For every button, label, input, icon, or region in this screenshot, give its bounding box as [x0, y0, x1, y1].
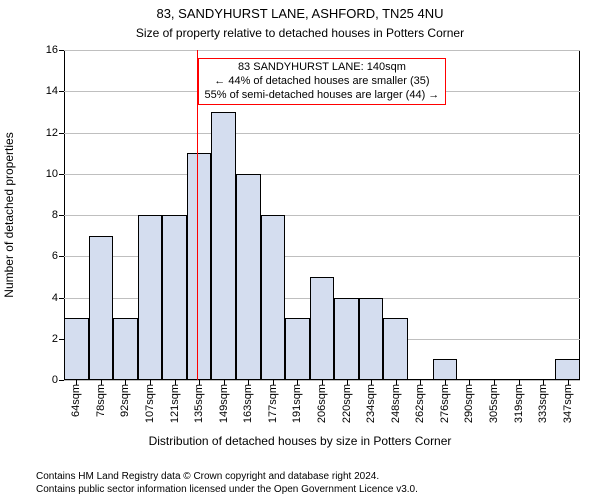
ytick-mark — [59, 91, 64, 92]
footer-attribution: Contains HM Land Registry data © Crown c… — [36, 471, 418, 496]
xtick-label: 78sqm — [95, 384, 107, 417]
ytick-label: 8 — [52, 209, 58, 221]
xtick-label: 92sqm — [119, 384, 131, 417]
bar — [113, 318, 138, 380]
gridline — [64, 174, 580, 175]
ytick-label: 0 — [52, 374, 58, 386]
xtick-label: 234sqm — [365, 384, 377, 423]
ytick-mark — [59, 298, 64, 299]
xtick-label: 107sqm — [144, 384, 156, 423]
xtick-label: 290sqm — [463, 384, 475, 423]
ytick-label: 12 — [46, 127, 58, 139]
xtick-label: 206sqm — [316, 384, 328, 423]
xtick-label: 347sqm — [562, 384, 574, 423]
bar — [555, 359, 580, 380]
xtick-label: 305sqm — [488, 384, 500, 423]
bar — [383, 318, 408, 380]
bar — [162, 215, 187, 380]
annotation-line: 83 SANDYHURST LANE: 140sqm — [205, 61, 440, 75]
ytick-label: 16 — [46, 44, 58, 56]
footer-line: Contains public sector information licen… — [36, 484, 418, 497]
xtick-label: 262sqm — [414, 384, 426, 423]
bar — [285, 318, 310, 380]
bar — [433, 359, 458, 380]
ytick-label: 4 — [52, 292, 58, 304]
xtick-label: 177sqm — [267, 384, 279, 423]
xtick-label: 333sqm — [537, 384, 549, 423]
x-axis-label: Distribution of detached houses by size … — [0, 434, 600, 448]
ytick-label: 2 — [52, 333, 58, 345]
bar — [310, 277, 335, 380]
bar — [359, 298, 384, 381]
chart-title: 83, SANDYHURST LANE, ASHFORD, TN25 4NU — [0, 6, 600, 21]
bar — [89, 236, 114, 380]
xtick-label: 191sqm — [291, 384, 303, 423]
ytick-mark — [59, 174, 64, 175]
annotation-line: ← 44% of detached houses are smaller (35… — [205, 75, 440, 89]
xtick-label: 163sqm — [242, 384, 254, 423]
xtick-label: 64sqm — [70, 384, 82, 417]
bar — [334, 298, 359, 381]
ytick-label: 14 — [46, 85, 58, 97]
ytick-mark — [59, 380, 64, 381]
ytick-label: 6 — [52, 250, 58, 262]
xtick-label: 149sqm — [218, 384, 230, 423]
gridline — [64, 133, 580, 134]
xtick-label: 220sqm — [341, 384, 353, 423]
chart-subtitle: Size of property relative to detached ho… — [0, 26, 600, 40]
bar — [138, 215, 163, 380]
ytick-mark — [59, 133, 64, 134]
gridline — [64, 50, 580, 51]
xtick-label: 248sqm — [390, 384, 402, 423]
xtick-label: 319sqm — [513, 384, 525, 423]
bar — [236, 174, 261, 380]
bar — [64, 318, 89, 380]
bar — [211, 112, 236, 380]
annotation-line: 55% of semi-detached houses are larger (… — [205, 89, 440, 103]
annotation-box: 83 SANDYHURST LANE: 140sqm← 44% of detac… — [198, 58, 447, 105]
ytick-label: 10 — [46, 168, 58, 180]
xtick-label: 135sqm — [193, 384, 205, 423]
bar — [261, 215, 286, 380]
ytick-mark — [59, 215, 64, 216]
chart-container: { "chart": { "type": "histogram", "title… — [0, 0, 600, 500]
xtick-label: 276sqm — [439, 384, 451, 423]
ytick-mark — [59, 256, 64, 257]
bar — [187, 153, 212, 380]
y-axis-label: Number of detached properties — [2, 132, 16, 297]
xtick-label: 121sqm — [169, 384, 181, 423]
ytick-mark — [59, 50, 64, 51]
footer-line: Contains HM Land Registry data © Crown c… — [36, 471, 418, 484]
